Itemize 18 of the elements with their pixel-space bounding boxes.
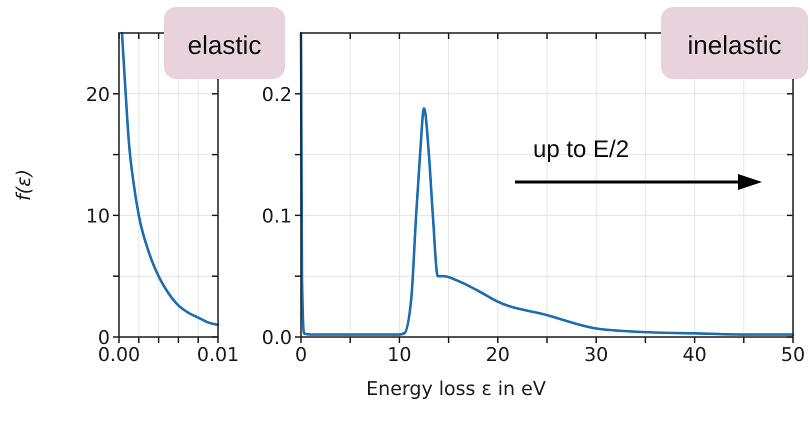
x-tick-label: 20: [486, 344, 510, 366]
x-tick-label: 0.00: [98, 344, 140, 366]
y-axis-title: f(ε): [13, 169, 35, 201]
x-tick-label: 40: [682, 344, 707, 366]
x-tick-label: 0: [294, 344, 308, 366]
x-axis-title: Energy loss ε in eV: [366, 378, 546, 400]
x-tick-label: 30: [584, 344, 608, 366]
annotation: elastic: [188, 30, 262, 60]
y-tick-label: 0.1: [262, 205, 292, 228]
y-tick-label: 0.2: [262, 84, 292, 106]
x-tick-label: 0.01: [196, 344, 240, 366]
x-tick-label: 50: [780, 344, 806, 366]
x-tick-label: 10: [387, 344, 412, 366]
annotation: up to E/2: [533, 136, 630, 163]
y-tick-label: 20: [86, 84, 110, 106]
y-tick-label: 0.0: [262, 327, 292, 349]
y-tick-label: 10: [86, 205, 110, 228]
annotation: inelastic: [688, 30, 782, 60]
